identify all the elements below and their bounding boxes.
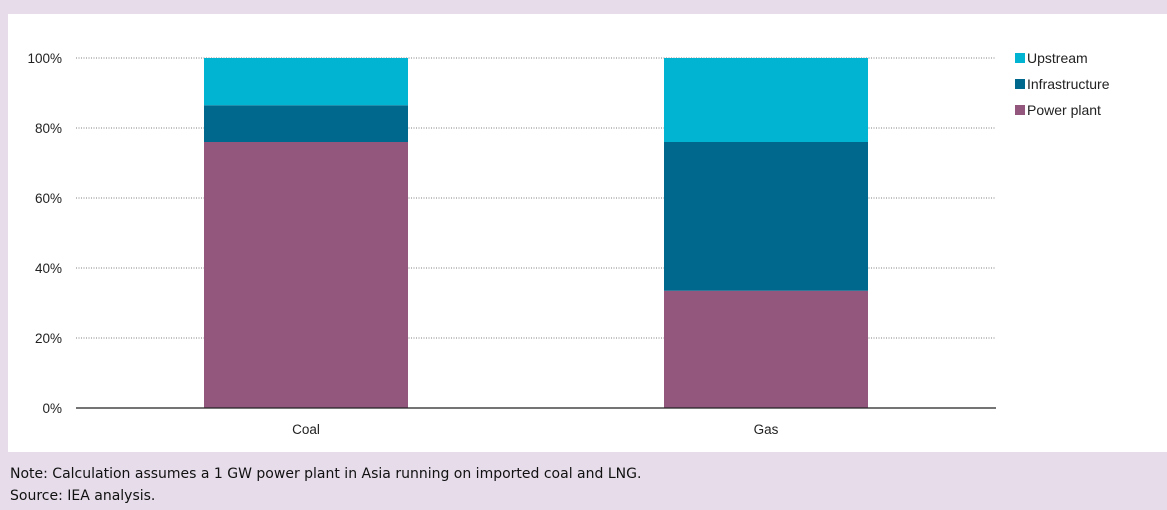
y-tick-label: 60%	[35, 191, 62, 206]
x-tick-label: Gas	[754, 422, 779, 437]
y-tick-label: 0%	[42, 401, 62, 416]
chart-note: Note: Calculation assumes a 1 GW power p…	[10, 466, 642, 482]
bar-segment-infrastructure	[664, 142, 868, 291]
legend-label: Power plant	[1027, 102, 1101, 118]
y-tick-label: 40%	[35, 261, 62, 276]
y-tick-label: 100%	[27, 51, 62, 66]
bar-segment-power-plant	[664, 290, 868, 408]
bar-segment-upstream	[664, 58, 868, 142]
y-tick-label: 20%	[35, 331, 62, 346]
legend-swatch	[1015, 53, 1025, 63]
legend-swatch	[1015, 79, 1025, 89]
chart-panel: 0% 20% 40% 60% 80% 100% Coal Gas Upstream Infrast…	[8, 14, 1167, 452]
stacked-bar-chart: 0% 20% 40% 60% 80% 100% Coal Gas Upstream Infrast…	[27, 50, 1110, 437]
legend-label: Upstream	[1027, 50, 1088, 66]
y-tick-label: 80%	[35, 121, 62, 136]
bar-segment-infrastructure	[204, 105, 408, 142]
chart-source: Source: IEA analysis.	[10, 488, 156, 504]
legend-label: Infrastructure	[1027, 76, 1110, 92]
bar-segment-upstream	[204, 58, 408, 106]
x-tick-label: Coal	[292, 422, 320, 437]
bar-segment-power-plant	[204, 142, 408, 408]
legend-swatch	[1015, 105, 1025, 115]
